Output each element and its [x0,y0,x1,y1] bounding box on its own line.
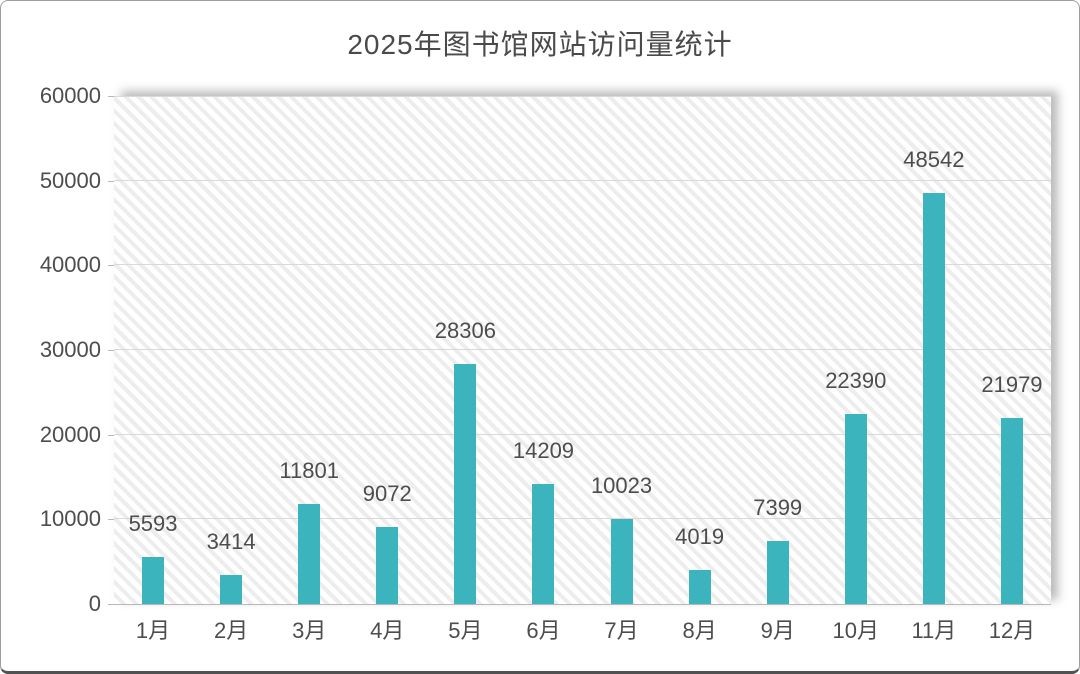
bar [610,519,633,604]
bar-value-label: 28306 [434,318,496,344]
y-axis-label: 10000 [39,506,101,532]
gridline [114,96,1051,97]
x-axis-label: 10月 [832,618,880,643]
y-axis-tick [108,180,114,182]
x-axis-label: 6月 [526,618,561,643]
y-axis-label: 60000 [39,83,101,108]
y-axis: 0 10000 20000 30000 40000 50000 60000 [1,1,114,671]
y-axis-tick [108,96,114,97]
bar-value-label: 48542 [903,147,965,173]
bar [376,527,399,604]
y-axis-tick [108,350,114,351]
bar [220,575,243,604]
y-axis-tick [108,434,114,436]
gridline [114,264,1051,266]
x-axis-label: 12月 [988,618,1036,643]
bar-value-label: 14209 [512,437,575,463]
x-axis-label: 5月 [448,618,483,643]
gridline [114,433,1051,435]
y-axis-label: 50000 [39,167,101,193]
bar-value-label: 22390 [825,368,887,394]
bar [298,504,321,604]
y-axis-tick [108,519,114,521]
x-axis-label: 3月 [292,618,327,643]
bar [766,541,789,604]
x-axis-label: 11月 [911,618,957,643]
plot-area: 5593 3414 11801 9072 28306 14209 10023 4019 7399… [114,96,1051,605]
x-axis: 1月 2月 3月 4月 5月 6月 7月 8月 9月 10月 11月 12月 [114,618,1051,648]
x-axis-label: 7月 [604,618,639,643]
x-axis-label: 8月 [682,618,717,643]
x-axis-label: 9月 [760,618,795,643]
bar-value-label: 9072 [362,481,412,507]
bar [142,556,165,604]
bar [532,483,555,604]
bar-value-label: 21979 [981,371,1043,397]
x-axis-label: 2月 [214,618,249,643]
y-axis-tick [108,265,114,267]
chart-title: 2025年图书馆网站访问量统计 [347,29,733,60]
bar [454,364,477,604]
y-axis-label: 40000 [39,252,101,278]
bar [844,414,867,604]
gridline [114,179,1051,181]
bar-value-label: 3414 [206,529,256,555]
x-axis-label: 4月 [370,618,405,643]
bar [688,569,711,604]
y-axis-label: 20000 [39,421,101,447]
gridline [114,518,1051,520]
y-axis-tick [108,604,114,605]
bar-value-label: 5593 [128,510,178,536]
y-axis-label: 30000 [39,337,101,362]
bar-value-label: 11801 [279,458,339,484]
bar-value-label: 7399 [753,495,803,521]
bar [922,193,945,604]
gridline [114,349,1051,350]
bar-value-label: 4019 [675,523,725,549]
y-axis-label: 0 [88,591,101,616]
x-axis-label: 1月 [135,618,171,643]
bar-value-label: 10023 [590,473,653,499]
bar [1000,417,1023,604]
